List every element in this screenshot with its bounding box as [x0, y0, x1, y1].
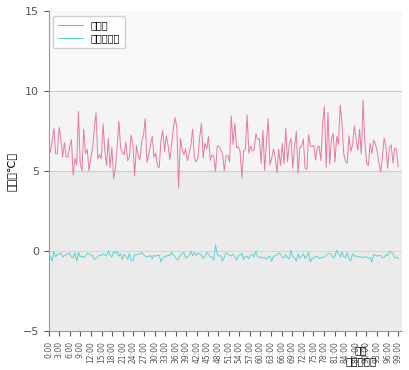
冷蔵庫 — [139, 139, 144, 144]
当社熟成庫 — [139, 250, 144, 255]
冷蔵庫 — [369, 151, 373, 156]
当社熟成庫 — [60, 255, 65, 259]
冷蔵庫 — [46, 141, 51, 145]
Text: 時間
（時：分）: 時間 （時：分） — [344, 345, 375, 366]
冷蔵庫 — [67, 145, 72, 149]
Bar — [49, 11, 401, 91]
冷蔵庫 — [360, 98, 365, 102]
冷蔵庫 — [111, 176, 116, 181]
冷蔵庫 — [395, 165, 400, 169]
Line: 冷蔵庫: 冷蔵庫 — [49, 100, 397, 188]
Bar — [49, 171, 401, 331]
当社熟成庫 — [381, 255, 386, 259]
Line: 当社熟成庫: 当社熟成庫 — [49, 245, 397, 262]
当社熟成庫 — [367, 255, 372, 260]
当社熟成庫 — [213, 243, 218, 247]
冷蔵庫 — [381, 136, 386, 140]
Bar — [49, 91, 401, 171]
Y-axis label: 温度（℃）: 温度（℃） — [7, 152, 17, 191]
当社熟成庫 — [395, 256, 400, 261]
冷蔵庫 — [60, 155, 65, 159]
当社熟成庫 — [369, 260, 373, 264]
Legend: 冷蔵庫, 当社熟成庫: 冷蔵庫, 当社熟成庫 — [53, 16, 124, 48]
当社熟成庫 — [67, 251, 72, 256]
冷蔵庫 — [176, 186, 181, 190]
当社熟成庫 — [46, 256, 51, 260]
当社熟成庫 — [111, 249, 116, 254]
